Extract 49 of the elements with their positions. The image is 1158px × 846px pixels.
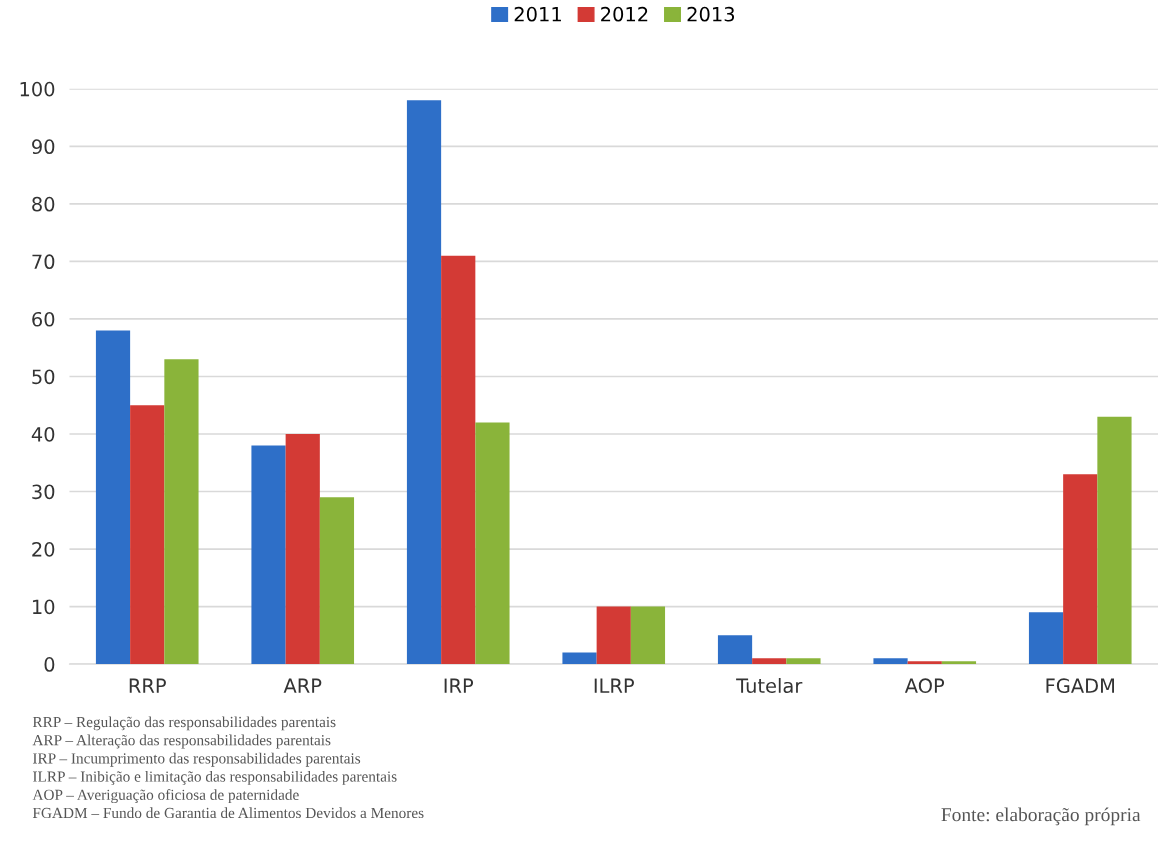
bar [1063, 474, 1098, 665]
legend-label: 2012 [601, 6, 648, 22]
y-tick-label: 90 [32, 139, 55, 155]
x-tick-label: ARP [283, 678, 322, 693]
text: RRP – Regulação das responsabilidades parentais [32, 716, 336, 731]
x-tick-label: AOP [904, 678, 945, 694]
text: FGADM – Fundo de Garantia de Alimentos Devidos a Menores [32, 807, 424, 819]
legend-label: 2011 [514, 6, 561, 22]
bar [752, 658, 787, 665]
x-tick-label: Tutelar [736, 678, 803, 694]
bar [1028, 612, 1064, 665]
y-tick-label: 80 [32, 196, 55, 212]
y-tick-label: 70 [32, 254, 55, 270]
bar [907, 661, 942, 665]
bar [95, 330, 131, 665]
bar [285, 434, 320, 665]
legend-label: 2013 [687, 6, 735, 22]
x-tick-label: RRP [129, 678, 166, 693]
text: ARP – Alteração das responsabilidades parentais [32, 734, 331, 749]
bar [441, 255, 476, 665]
text: IRP – Incumprimento das responsabilidades parentais [32, 752, 361, 767]
bar [475, 422, 510, 665]
y-tick-label: 20 [32, 542, 55, 557]
bar [130, 405, 165, 665]
bar [941, 661, 977, 665]
y-tick-label: 50 [32, 369, 55, 385]
x-tick-label: IRP [444, 678, 474, 693]
text: ILRP – Inibição e limitação das responsabilidades parentais [32, 770, 397, 785]
y-tick-label: 0 [44, 657, 55, 672]
y-tick-label: 30 [32, 484, 55, 500]
bar [319, 497, 355, 665]
source-note: Fonte: elaboração própria [941, 807, 1141, 826]
y-tick-label: 100 [20, 81, 55, 97]
bar [873, 658, 908, 665]
bar [164, 359, 199, 665]
y-tick-label: 10 [32, 599, 55, 615]
bar [630, 606, 666, 665]
bar [596, 606, 631, 665]
text: AOP – Averiguação oficiosa de paternidade [32, 789, 299, 804]
bar [717, 635, 753, 665]
bar [251, 445, 286, 665]
y-tick-label: 40 [31, 426, 55, 442]
x-tick-label: FGADM [1046, 678, 1114, 694]
y-tick-label: 60 [32, 311, 55, 327]
bar [786, 658, 821, 665]
bar [406, 100, 442, 665]
x-tick-label: ILRP [594, 678, 634, 693]
bar [1097, 416, 1132, 665]
bar [562, 652, 597, 665]
